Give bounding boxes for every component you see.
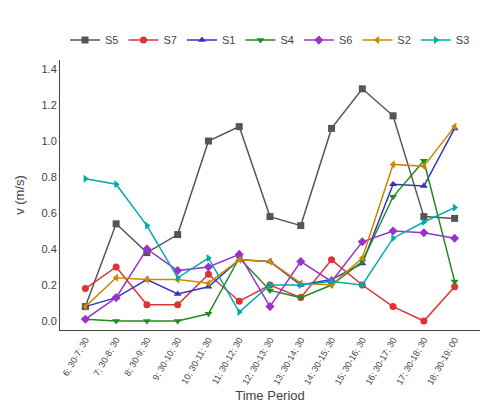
svg-text:10; 30-11; 30: 10; 30-11; 30 [179, 336, 214, 386]
svg-text:11; 30-12; 30: 11; 30-12; 30 [210, 336, 245, 386]
svg-text:S4: S4 [280, 34, 293, 46]
svg-text:15; 30-16; 30: 15; 30-16; 30 [333, 336, 368, 387]
svg-text:0.6: 0.6 [42, 207, 57, 219]
svg-text:8; 30-9; 30: 8; 30-9; 30 [122, 336, 152, 378]
svg-text:1.4: 1.4 [42, 63, 57, 75]
svg-text:1.0: 1.0 [42, 135, 57, 147]
svg-text:1.2: 1.2 [42, 99, 57, 111]
svg-text:14; 30-15; 30: 14; 30-15; 30 [302, 336, 337, 387]
svg-text:12; 30-13; 30: 12; 30-13; 30 [240, 336, 275, 387]
svg-text:0.2: 0.2 [42, 279, 57, 291]
svg-text:0.4: 0.4 [42, 243, 57, 255]
svg-text:S1: S1 [222, 34, 235, 46]
svg-text:S2: S2 [397, 34, 410, 46]
svg-text:0.0: 0.0 [42, 315, 57, 327]
svg-text:6; 30-7; 30: 6; 30-7; 30 [61, 336, 91, 378]
svg-text:v (m/s): v (m/s) [12, 175, 27, 215]
svg-text:S5: S5 [105, 34, 118, 46]
svg-text:16; 30-17; 30: 16; 30-17; 30 [364, 336, 399, 387]
svg-text:S7: S7 [163, 34, 176, 46]
svg-text:S3: S3 [456, 34, 469, 46]
svg-text:13; 30-14; 30: 13; 30-14; 30 [271, 336, 306, 387]
svg-text:0.8: 0.8 [42, 171, 57, 183]
svg-text:18; 30-19; 00: 18; 30-19; 00 [425, 336, 460, 387]
svg-text:Time Period: Time Period [235, 388, 305, 403]
svg-text:7; 30-8; 30: 7; 30-8; 30 [92, 336, 122, 378]
svg-text:S6: S6 [339, 34, 352, 46]
svg-text:17; 30-18; 30: 17; 30-18; 30 [394, 336, 429, 387]
svg-text:9; 30-10; 30: 9; 30-10; 30 [151, 336, 184, 383]
